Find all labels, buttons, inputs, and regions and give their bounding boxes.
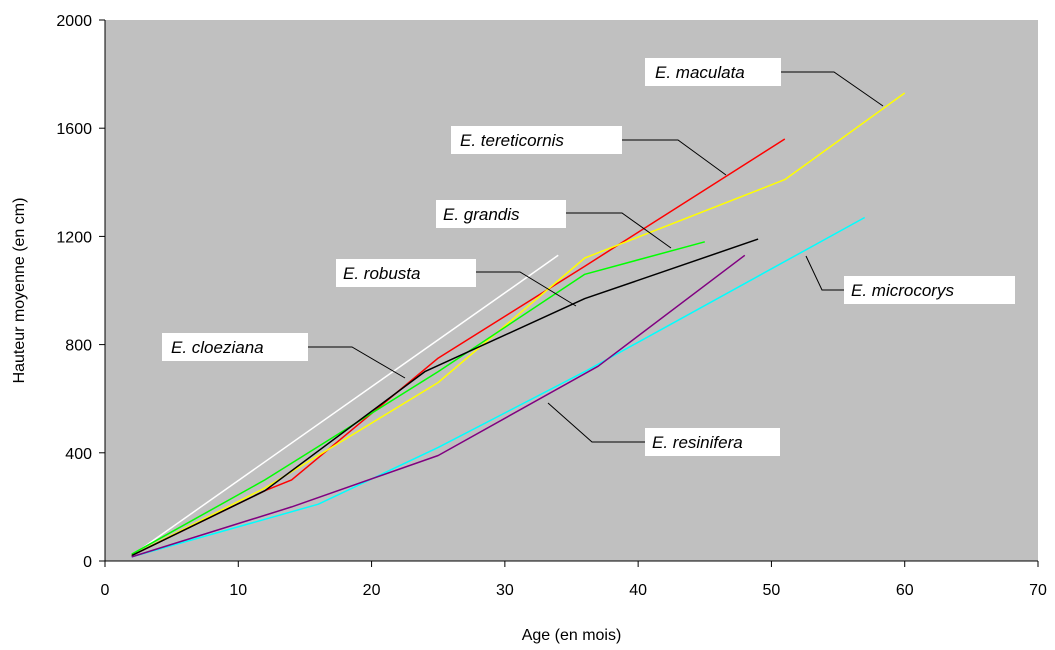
- callout-label: E. cloeziana: [171, 338, 264, 357]
- callout-leader-line: [308, 346, 406, 379]
- x-tick-label: 20: [363, 582, 381, 599]
- x-tick-label: 0: [101, 582, 110, 599]
- callout-leader-line: [547, 402, 645, 443]
- y-tick-label: 1200: [56, 229, 92, 246]
- callout-label: E. maculata: [655, 63, 745, 82]
- y-axis-title: Hauteur moyenne (en cm): [11, 198, 28, 384]
- x-tick-label: 30: [496, 582, 514, 599]
- callout-label: E. resinifera: [652, 433, 743, 452]
- callout-label: E. tereticornis: [460, 131, 564, 150]
- axes: 0 10 20 30 40 50 60 70 0 400 800 1200 1600 2000: [56, 13, 1047, 599]
- y-tick-label: 1600: [56, 121, 92, 138]
- callout-leader-line: [781, 71, 884, 107]
- callout-box: [645, 428, 780, 456]
- y-tick-label: 400: [65, 446, 92, 463]
- x-axis-title: Age (en mois): [522, 627, 622, 644]
- series-line-e-resinifera: [131, 254, 746, 558]
- callout-leader-line: [566, 212, 672, 249]
- series-line-e-cloeziana: [131, 254, 559, 557]
- series-line-e-robusta: [131, 238, 759, 557]
- callout-box: [336, 259, 476, 287]
- callout: E. grandis: [436, 200, 672, 249]
- callout-leader-line: [476, 271, 577, 307]
- callout: E. resinifera: [547, 402, 780, 456]
- x-tick-label: 60: [896, 582, 914, 599]
- callout-leader-line: [622, 139, 727, 176]
- callout-label: E. grandis: [443, 205, 520, 224]
- callout-box: [844, 276, 1015, 304]
- series-line-e-maculata: [131, 92, 906, 557]
- series-layer: [131, 92, 906, 558]
- callout-box: [645, 58, 781, 86]
- callout: E. cloeziana: [162, 333, 406, 379]
- callout-box: [436, 200, 566, 228]
- x-tick-label: 50: [763, 582, 781, 599]
- callout-box: [162, 333, 308, 361]
- y-tick-label: 2000: [56, 13, 92, 30]
- y-tick-label: 800: [65, 338, 92, 355]
- callout: E. maculata: [645, 58, 884, 107]
- callout-label: E. robusta: [343, 264, 421, 283]
- callouts: E. cloeziana E. robusta E. grandis E. teret…: [162, 58, 1015, 456]
- callout: E. microcorys: [805, 255, 1015, 304]
- series-line-e-microcorys: [131, 216, 866, 558]
- x-tick-label: 70: [1029, 582, 1047, 599]
- y-tick-label: 0: [83, 554, 92, 571]
- callout-leader-line: [805, 255, 844, 291]
- x-tick-label: 10: [229, 582, 247, 599]
- callout-label: E. microcorys: [851, 281, 954, 300]
- callout: E. tereticornis: [451, 126, 727, 176]
- series-line-e-grandis: [131, 241, 705, 555]
- callout-box: [451, 126, 622, 154]
- callout: E. robusta: [336, 259, 577, 307]
- x-tick-label: 40: [629, 582, 647, 599]
